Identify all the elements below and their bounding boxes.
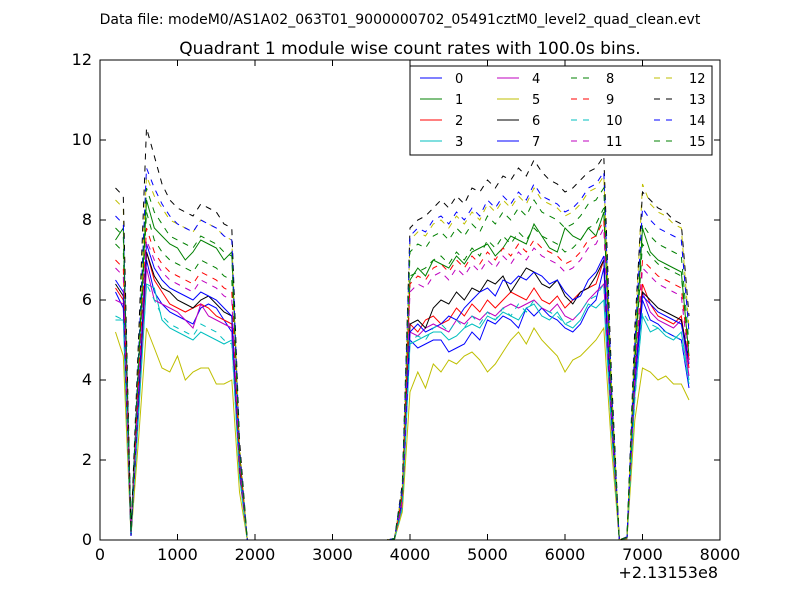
legend-label-0: 0 (455, 72, 463, 87)
x-tick-label: 4000 (390, 545, 431, 564)
y-tick-label: 4 (82, 370, 92, 389)
series-line-12 (115, 174, 690, 540)
series-line-14 (115, 167, 690, 540)
x-offset-label: +2.13153e8 (618, 563, 718, 582)
y-tick-label: 2 (82, 450, 92, 469)
x-tick-label: 8000 (700, 545, 741, 564)
x-tick-label: 3000 (312, 545, 353, 564)
series-line-5 (115, 326, 690, 540)
x-tick-label: 1000 (157, 545, 198, 564)
legend-label-10: 10 (606, 114, 623, 129)
axes: 0 1000 2000 3000 4000 5000 6000 7000 80000246810… (72, 50, 741, 564)
x-tick-label: 2000 (235, 545, 276, 564)
legend-label-1: 1 (455, 93, 463, 108)
legend-label-9: 9 (606, 93, 614, 108)
x-tick-label: 0 (95, 545, 105, 564)
chart-suptitle: Data file: modeM0/AS1A02_063T01_90000007… (100, 12, 701, 28)
x-tick-label: 6000 (545, 545, 586, 564)
y-tick-label: 10 (72, 130, 92, 149)
series-line-10 (115, 282, 690, 540)
legend-label-12: 12 (689, 72, 706, 87)
legend-label-14: 14 (689, 114, 706, 129)
y-tick-label: 0 (82, 530, 92, 549)
legend-label-15: 15 (689, 135, 706, 150)
legend-label-13: 13 (689, 93, 706, 108)
plot-lines (115, 127, 690, 540)
legend-label-3: 3 (455, 135, 463, 150)
legend-label-11: 11 (606, 135, 623, 150)
legend-label-4: 4 (532, 72, 540, 87)
x-tick-label: 5000 (467, 545, 508, 564)
series-line-9 (115, 219, 690, 540)
legend-label-5: 5 (532, 93, 540, 108)
y-tick-label: 8 (82, 210, 92, 229)
legend-label-8: 8 (606, 72, 614, 87)
legend-box (409, 65, 713, 156)
series-line-4 (115, 267, 690, 540)
chart-title: Quadrant 1 module wise count rates with … (179, 39, 640, 59)
legend-label-2: 2 (455, 114, 463, 129)
y-tick-label: 12 (72, 50, 92, 69)
series-line-15 (115, 186, 690, 540)
legend-label-6: 6 (532, 114, 540, 129)
legend-label-7: 7 (532, 135, 540, 150)
x-tick-label: 7000 (622, 545, 663, 564)
series-line-13 (115, 127, 690, 540)
y-tick-label: 6 (82, 290, 92, 309)
